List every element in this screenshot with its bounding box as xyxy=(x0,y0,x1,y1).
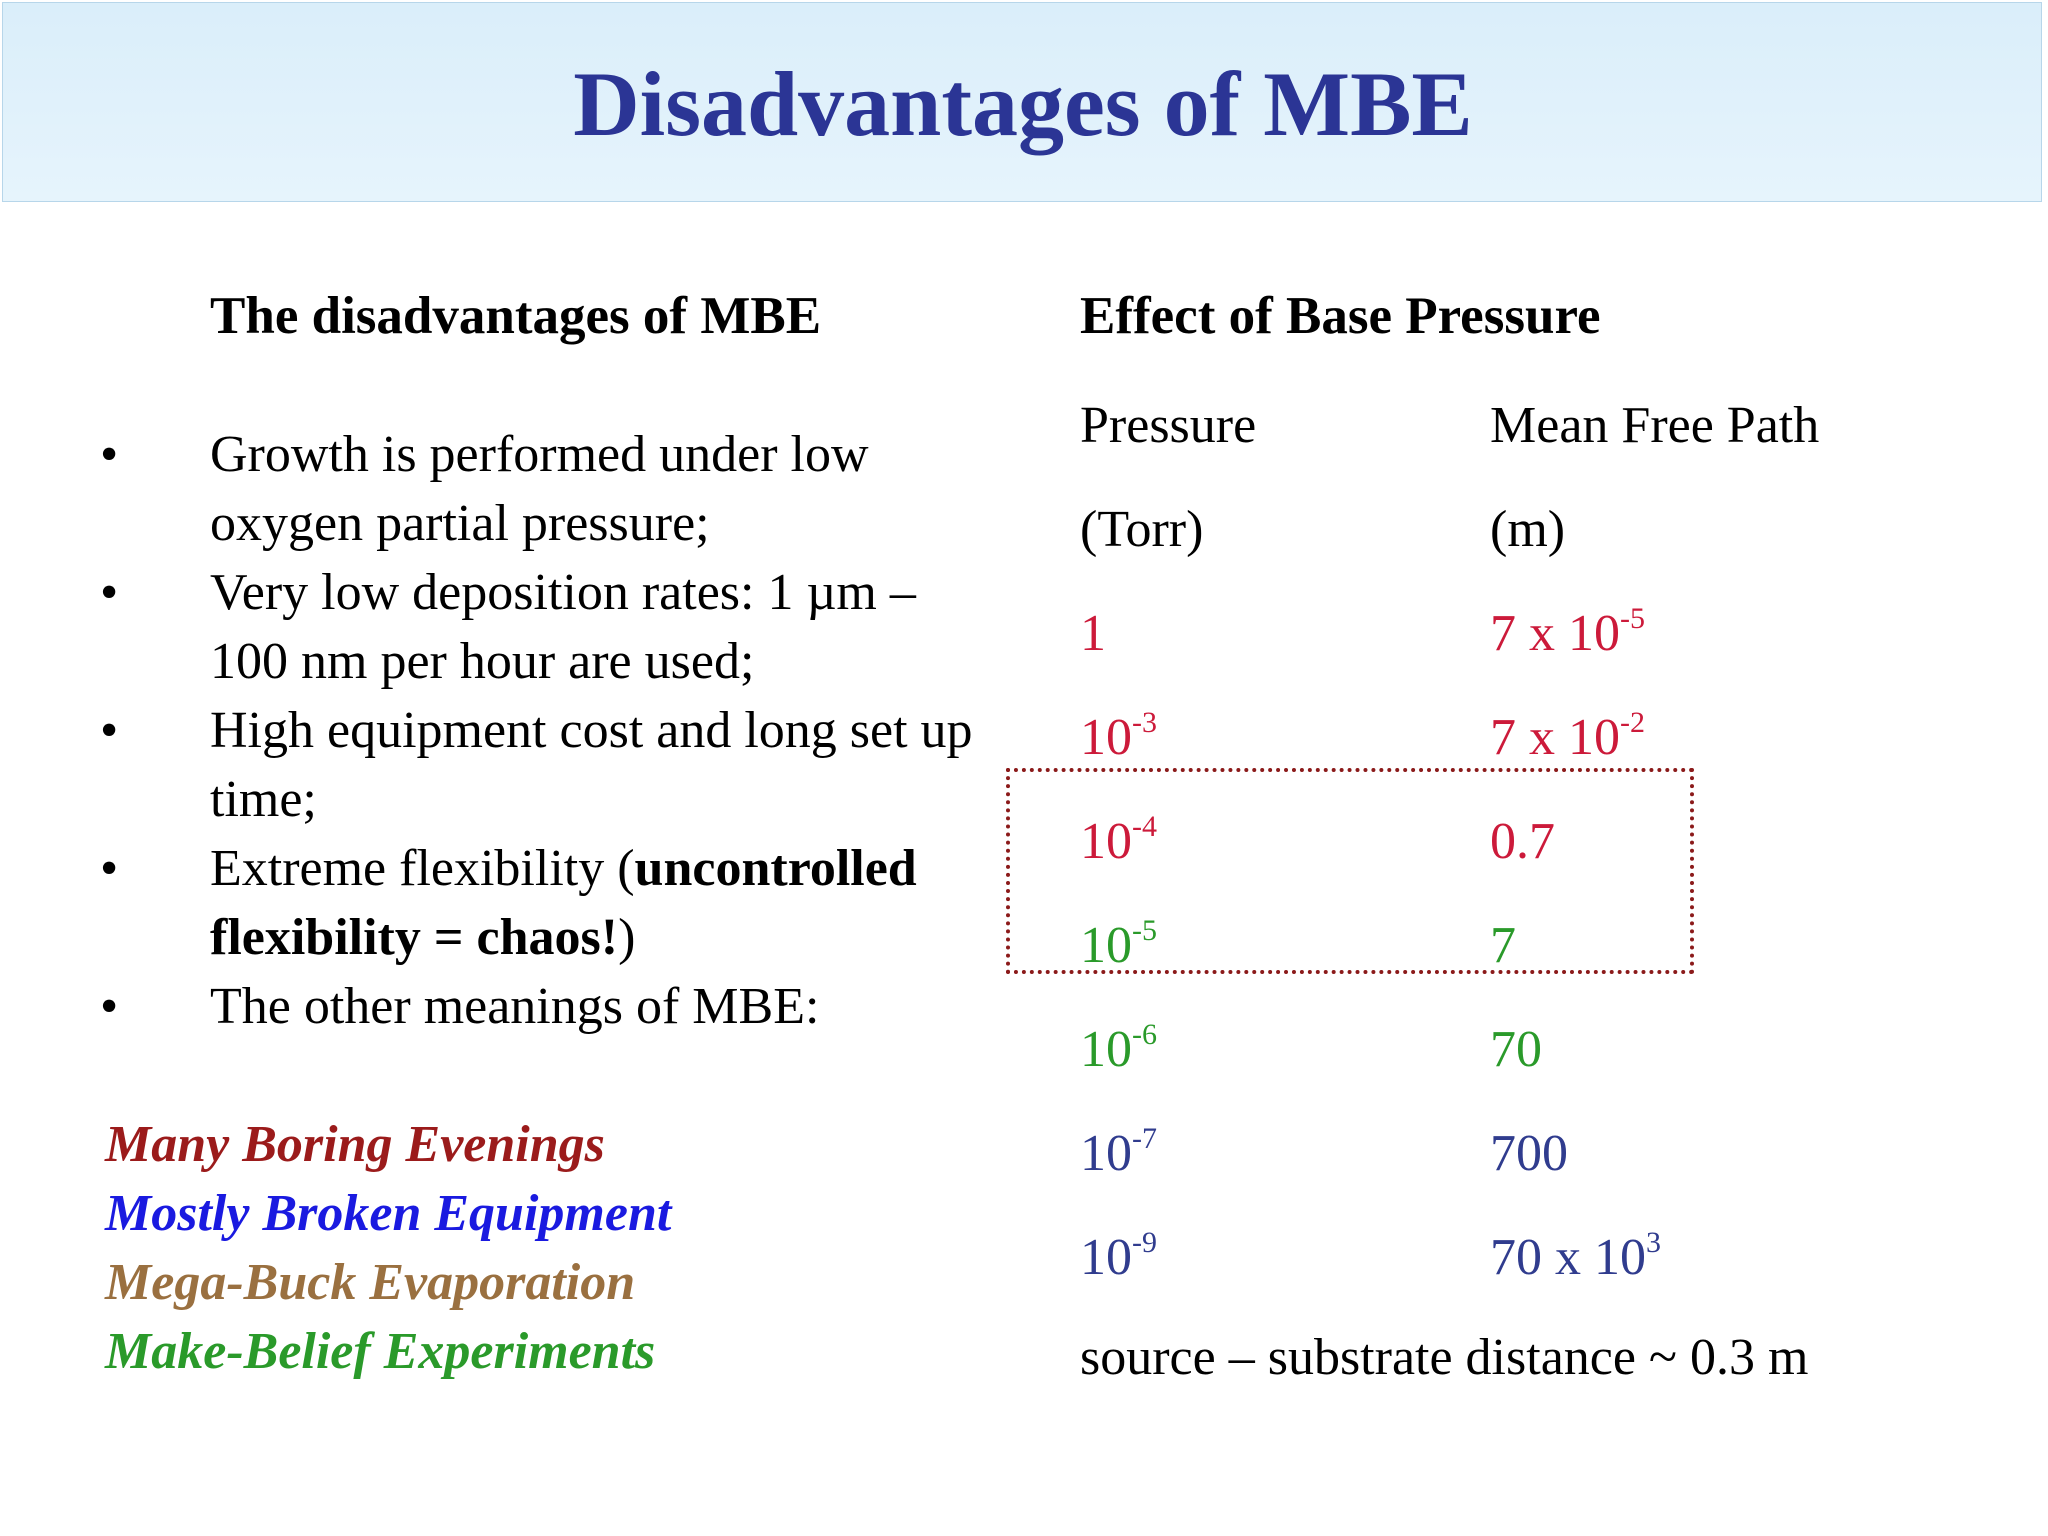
list-item: • Growth is performed under low oxygen p… xyxy=(100,420,980,558)
pressure-value: 10-4 xyxy=(1080,812,1157,870)
bullet-icon: • xyxy=(100,564,119,621)
pressure-value-base: 10 xyxy=(1080,813,1132,870)
pressure-value: 10-9 xyxy=(1080,1228,1157,1286)
meaning-item: Mostly Broken Equipment xyxy=(105,1185,672,1242)
title-banner: Disadvantages of MBE xyxy=(2,2,2042,202)
mean-free-path-value-base: 7 xyxy=(1490,917,1516,974)
pressure-value: 10-5 xyxy=(1080,916,1157,974)
pressure-value-exponent: -4 xyxy=(1132,810,1157,843)
col-header-mean-free-path: Mean Free Path xyxy=(1490,397,1820,454)
col-unit-mean-free-path: (m) xyxy=(1490,501,1566,558)
mean-free-path-value-base: 7 x 10 xyxy=(1490,605,1620,662)
pressure-value-base: 10 xyxy=(1080,709,1132,766)
list-item: • The other meanings of MBE: xyxy=(100,972,980,1041)
pressure-value: 10-3 xyxy=(1080,708,1157,766)
meaning-item: Many Boring Evenings xyxy=(105,1116,605,1173)
list-item: • Very low deposition rates: 1 µm – 100 … xyxy=(100,558,980,696)
pressure-value-exponent: -9 xyxy=(1132,1226,1157,1259)
mean-free-path-value-base: 7 x 10 xyxy=(1490,709,1620,766)
mean-free-path-value-base: 700 xyxy=(1490,1125,1568,1182)
meaning-item: Make-Belief Experiments xyxy=(105,1323,656,1380)
mean-free-path-value-base: 70 x 10 xyxy=(1490,1229,1646,1286)
pressure-value-base: 10 xyxy=(1080,1229,1132,1286)
bullet-text-bold: uncontrolled flexibility = chaos! xyxy=(210,840,917,966)
bullet-icon: • xyxy=(100,840,119,897)
bullet-text: Very low deposition rates: 1 µm – 100 nm… xyxy=(210,564,916,690)
mean-free-path-value-base: 0.7 xyxy=(1490,813,1555,870)
mean-free-path-value-exponent: -2 xyxy=(1620,706,1645,739)
mean-free-path-value: 7 x 10-5 xyxy=(1490,604,1645,662)
pressure-value-exponent: -5 xyxy=(1132,914,1157,947)
bullet-icon: • xyxy=(100,702,119,759)
col-unit-pressure: (Torr) xyxy=(1080,501,1204,558)
bullet-text: Extreme flexibility (uncontrolled flexib… xyxy=(210,834,980,972)
pressure-value: 10-6 xyxy=(1080,1020,1157,1078)
list-item: • Extreme flexibility (uncontrolled flex… xyxy=(100,834,980,972)
pressure-value-base: 1 xyxy=(1080,605,1106,662)
bullet-text-part: Extreme flexibility ( xyxy=(210,840,635,897)
pressure-value: 10-7 xyxy=(1080,1124,1157,1182)
mean-free-path-value-exponent: -5 xyxy=(1620,602,1645,635)
pressure-value-base: 10 xyxy=(1080,1125,1132,1182)
bullet-list: • Growth is performed under low oxygen p… xyxy=(100,420,980,1041)
mbe-meanings: Many Boring Evenings Mostly Broken Equip… xyxy=(105,1110,671,1386)
left-heading: The disadvantages of MBE xyxy=(210,287,822,345)
mean-free-path-value: 70 x 103 xyxy=(1490,1228,1661,1286)
pressure-value: 1 xyxy=(1080,608,1106,660)
mean-free-path-value: 700 xyxy=(1490,1128,1568,1180)
bullet-icon: • xyxy=(100,978,119,1035)
pressure-value-exponent: -6 xyxy=(1132,1018,1157,1051)
mean-free-path-value-exponent: 3 xyxy=(1646,1226,1661,1259)
list-item: • High equipment cost and long set up ti… xyxy=(100,696,980,834)
mean-free-path-value: 7 xyxy=(1490,920,1516,972)
bullet-text-part: ) xyxy=(618,909,636,966)
slide-title: Disadvantages of MBE xyxy=(573,53,1473,155)
pressure-value-base: 10 xyxy=(1080,1021,1132,1078)
bullet-text: Growth is performed under low oxygen par… xyxy=(210,426,869,552)
mean-free-path-value: 70 xyxy=(1490,1024,1542,1076)
pressure-value-exponent: -3 xyxy=(1132,706,1157,739)
bullet-icon: • xyxy=(100,426,119,483)
meaning-item: Mega-Buck Evaporation xyxy=(105,1254,636,1311)
pressure-value-exponent: -7 xyxy=(1132,1122,1157,1155)
mean-free-path-value-base: 70 xyxy=(1490,1021,1542,1078)
footnote: source – substrate distance ~ 0.3 m xyxy=(1080,1329,1809,1386)
highlight-box xyxy=(1006,768,1694,974)
bullet-text: The other meanings of MBE: xyxy=(210,978,820,1035)
right-heading: Effect of Base Pressure xyxy=(1080,287,1601,345)
col-header-pressure: Pressure xyxy=(1080,397,1257,454)
bullet-text: High equipment cost and long set up time… xyxy=(210,702,973,828)
mean-free-path-value: 7 x 10-2 xyxy=(1490,708,1645,766)
mean-free-path-value: 0.7 xyxy=(1490,816,1555,868)
pressure-value-base: 10 xyxy=(1080,917,1132,974)
